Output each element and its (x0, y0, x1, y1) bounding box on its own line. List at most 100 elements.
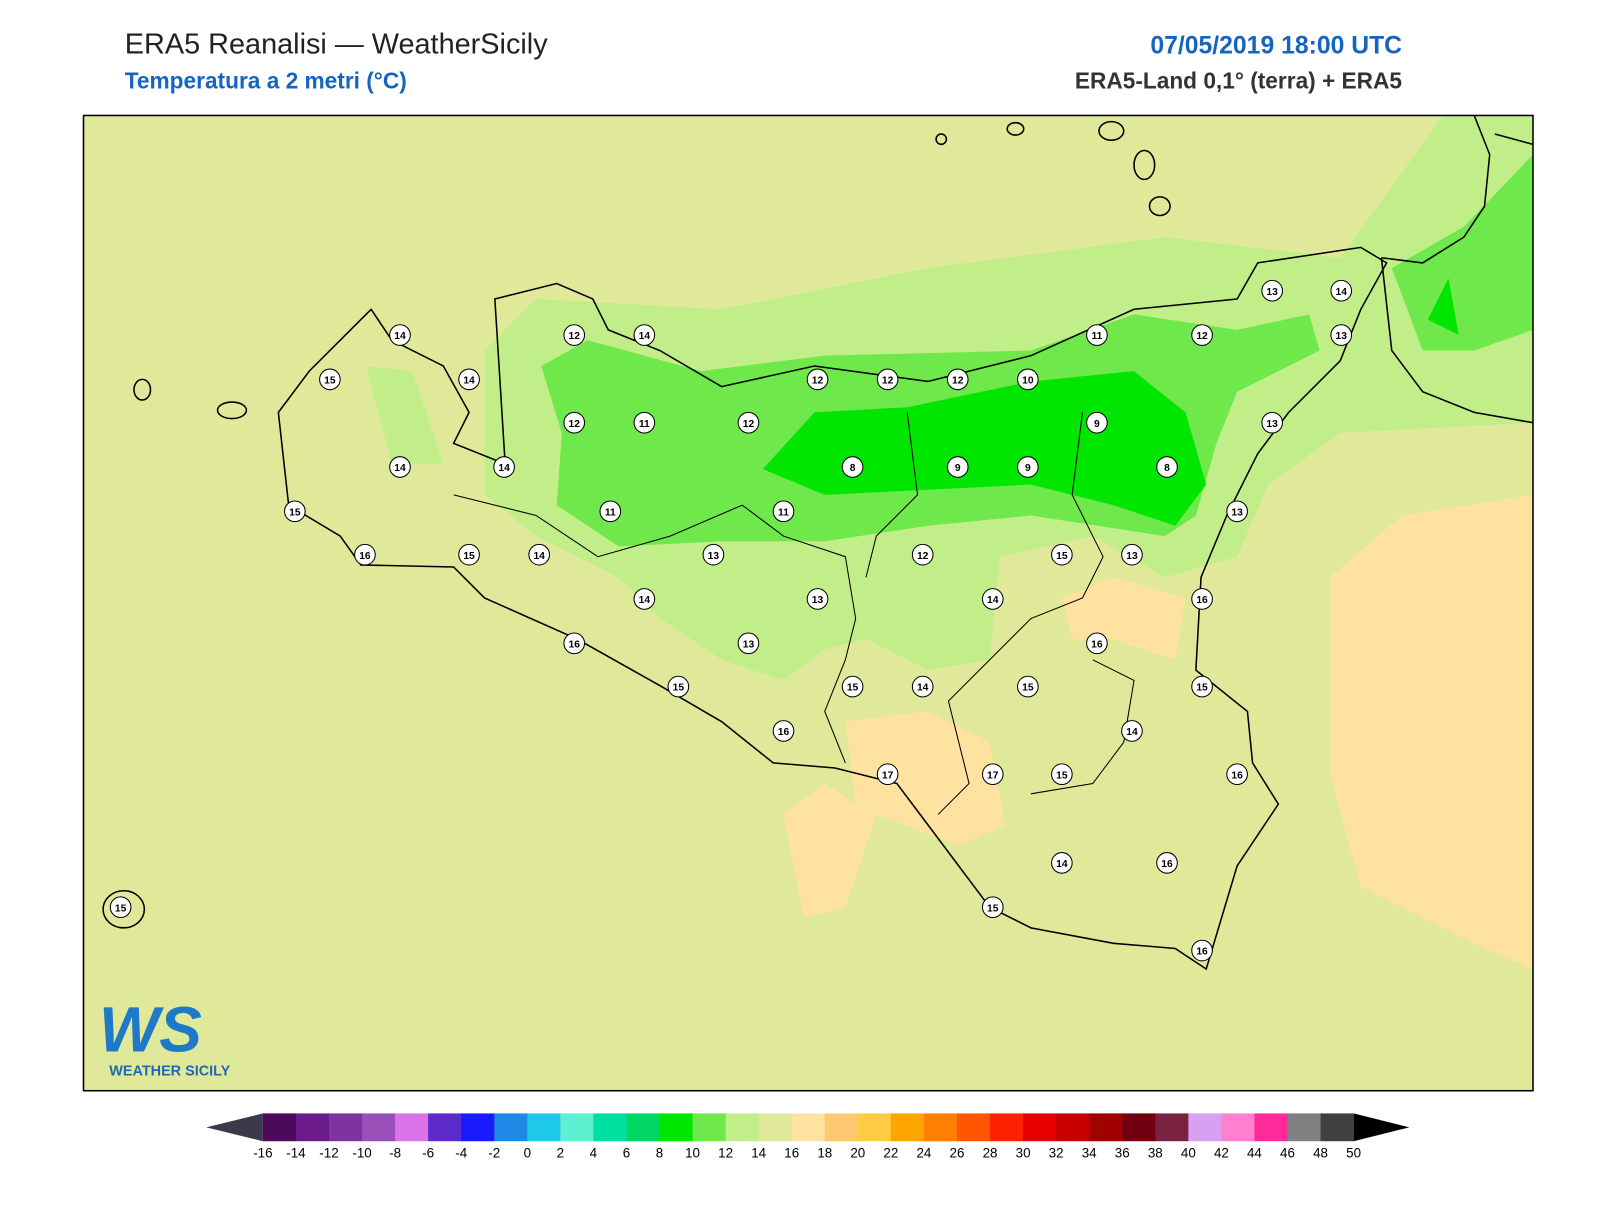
station-value: 14 (533, 551, 545, 562)
station-value: 13 (708, 551, 720, 562)
station-value: 15 (1056, 770, 1068, 781)
colorbar-tick-label: 38 (1148, 1146, 1163, 1161)
colorbar-segment (461, 1113, 495, 1142)
province-borders (453, 412, 1135, 815)
station-value: 16 (778, 727, 790, 738)
colorbar-segment (1155, 1113, 1189, 1142)
station-marker (633, 588, 656, 610)
map-frame (82, 114, 1534, 1092)
station-marker (1226, 500, 1248, 523)
station-value: 13 (1126, 551, 1138, 562)
island (1133, 149, 1156, 181)
station-marker (1191, 324, 1213, 346)
station-marker (1086, 324, 1108, 346)
station-value: 14 (917, 683, 929, 694)
station-value: 15 (115, 903, 127, 914)
island (1098, 120, 1125, 141)
station-marker (667, 675, 690, 698)
station-value: 13 (1266, 419, 1278, 430)
station-value: 17 (987, 770, 999, 781)
colorbar: -16 -14 -12 -10 -8 -6 -4 -2 0 2 4 6 8 10 12 14 16 18 20 22 2… (206, 1113, 1410, 1161)
station-value: 14 (1126, 727, 1138, 738)
colorbar-tick-label: 26 (950, 1146, 965, 1161)
station-marker (599, 500, 622, 523)
colorbar-segment (1254, 1113, 1289, 1142)
island (216, 401, 248, 420)
cool-area (365, 365, 444, 464)
station-marker (1086, 632, 1108, 655)
colorbar-tick-label: 50 (1346, 1146, 1361, 1161)
station-marker (1086, 411, 1108, 434)
colorbar-tick-label: 28 (983, 1146, 998, 1161)
station-marker (528, 543, 550, 566)
station-value: 11 (605, 507, 616, 518)
colorbar-segment (758, 1113, 793, 1142)
station-marker (389, 456, 411, 478)
station-value: 14 (1056, 859, 1068, 870)
station-value: 15 (1196, 683, 1208, 694)
station-value: 12 (882, 376, 894, 387)
station-value: 15 (463, 551, 475, 562)
station-value: 15 (673, 683, 685, 694)
station-value: 11 (778, 507, 789, 518)
station-value: 15 (847, 683, 859, 694)
station-marker (737, 411, 760, 434)
station-marker (389, 324, 411, 346)
station-marker (806, 368, 829, 391)
colorbar-segment (725, 1113, 760, 1142)
station-marker (1017, 368, 1039, 391)
colorbar-segment (1221, 1113, 1255, 1142)
station-value: 14 (394, 331, 406, 342)
station-value: 14 (463, 376, 475, 387)
colorbar-tick-label: 18 (817, 1146, 832, 1161)
station-value: 11 (1091, 331, 1102, 342)
warm-area (1329, 494, 1533, 970)
colorbar-under (206, 1113, 263, 1142)
station-marker (946, 456, 969, 478)
station-value: 12 (568, 419, 580, 430)
colorbar-tick-label: 2 (557, 1146, 564, 1161)
station-value: 8 (1164, 463, 1170, 474)
colorbar-tick-label: -8 (389, 1146, 401, 1161)
station-value: 16 (1196, 947, 1208, 958)
station-marker (702, 543, 725, 566)
station-marker (1330, 324, 1353, 346)
station-value: 9 (955, 463, 961, 474)
station-value: 16 (1091, 639, 1103, 650)
colorbar-tick-label: 22 (883, 1146, 898, 1161)
station-value: 9 (1025, 463, 1031, 474)
colorbar-tick-label: 36 (1115, 1146, 1130, 1161)
station-marker (806, 588, 829, 610)
station-marker (284, 500, 306, 523)
colorbar-tick-label: 48 (1313, 1146, 1328, 1161)
colorbar-segment (692, 1113, 727, 1142)
colorbar-segment (1089, 1113, 1123, 1142)
colorbar-segment (593, 1113, 627, 1142)
station-marker (1261, 279, 1283, 302)
subtitle: Temperatura a 2 metri (°C) (125, 68, 407, 94)
colorbar-segment (328, 1113, 363, 1142)
station-value: 13 (812, 595, 824, 606)
colorbar-tick-label: -6 (422, 1146, 434, 1161)
colorbar-segment (956, 1113, 991, 1142)
colorbar-tick-label: -2 (488, 1146, 500, 1161)
station-value: 16 (1161, 859, 1173, 870)
colorbar-tick-label: 16 (784, 1146, 799, 1161)
title: ERA5 Reanalisi — WeatherSicily (125, 29, 548, 61)
logo-text: WEATHER SICILY (109, 1063, 230, 1079)
station-marker (493, 456, 515, 478)
coldest-area (762, 371, 1207, 526)
station-value: 9 (1094, 419, 1100, 430)
station-marker (1191, 939, 1213, 962)
station-value: 14 (1336, 287, 1348, 298)
colorbar-segment (428, 1113, 462, 1142)
station-marker (772, 720, 795, 742)
colorbar-segment (659, 1113, 694, 1142)
island (102, 889, 146, 929)
station-marker (1191, 588, 1213, 610)
station-marker (981, 763, 1004, 786)
colorbar-segment (824, 1113, 859, 1142)
colorbar-segment (1320, 1113, 1355, 1142)
colorbar-segment (362, 1113, 396, 1142)
datetime: 07/05/2019 18:00 UTC (1150, 33, 1402, 60)
